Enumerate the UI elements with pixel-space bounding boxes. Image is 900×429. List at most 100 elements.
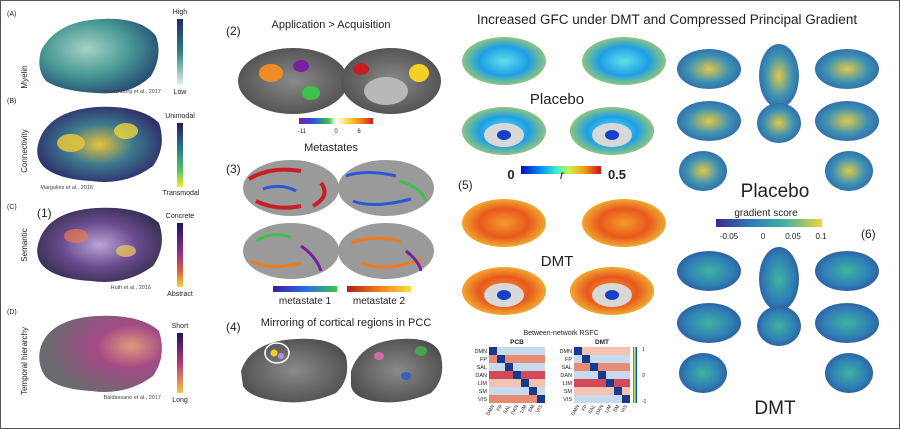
matrix-row-label: DMN bbox=[474, 349, 487, 355]
matrix-cell bbox=[590, 379, 598, 387]
p2-hotspot bbox=[259, 64, 283, 82]
matrix-col-label: DAN bbox=[595, 404, 606, 416]
matrix-cell bbox=[622, 379, 630, 387]
p2-tick: -11 bbox=[298, 129, 307, 135]
matrix-col-label: VIS bbox=[535, 403, 545, 414]
panel-letter-d: (D) bbox=[7, 309, 17, 316]
matrix-col-label: DMN bbox=[570, 404, 581, 417]
p6-placebo-brain bbox=[677, 49, 741, 89]
p5-medial-core bbox=[497, 290, 511, 300]
p6-dmt-brain bbox=[757, 306, 801, 346]
rsfc-tick: 0 bbox=[642, 373, 645, 379]
matrix-col-label: SM bbox=[527, 404, 536, 413]
matrix-cell bbox=[606, 347, 614, 355]
matrix-cell bbox=[574, 387, 582, 395]
matrix-cell bbox=[582, 395, 590, 403]
matrix-cell bbox=[606, 355, 614, 363]
r-symbol: r bbox=[560, 168, 565, 182]
matrix-cell bbox=[489, 363, 497, 371]
gradient-colorbar bbox=[716, 219, 822, 227]
p4-brain-medial bbox=[351, 338, 443, 403]
matrix-col-label: SAL bbox=[502, 404, 512, 415]
matrix-cell bbox=[529, 355, 537, 363]
matrix-cell bbox=[521, 395, 529, 403]
panel-letter-c: (C) bbox=[7, 204, 17, 211]
p3-brain bbox=[338, 223, 434, 279]
matrix-cell bbox=[614, 395, 622, 403]
panel-number-6: (6) bbox=[861, 227, 876, 241]
connectivity-colorbar bbox=[177, 123, 183, 187]
matrix-cell bbox=[497, 379, 505, 387]
matrix-cell bbox=[513, 395, 521, 403]
p3-pattern-green bbox=[255, 179, 428, 243]
matrix-cell bbox=[513, 387, 521, 395]
matrix-row-label: SAL bbox=[477, 365, 487, 371]
myelin-low-label: Low bbox=[174, 89, 188, 96]
p6-placebo-brain bbox=[679, 151, 727, 191]
matrix-cell bbox=[622, 395, 630, 403]
matrix-cell bbox=[489, 347, 497, 355]
short-label: Short bbox=[172, 323, 189, 330]
matrix-cell bbox=[582, 387, 590, 395]
p6-dmt-brain bbox=[815, 303, 879, 343]
matrix-cell bbox=[521, 355, 529, 363]
panel-letter-b: (B) bbox=[7, 98, 16, 105]
matrix-cell bbox=[622, 387, 630, 395]
mirror-spot bbox=[374, 352, 384, 360]
sem-hotspot bbox=[64, 229, 88, 243]
gradient-tick: 0.05 bbox=[785, 232, 801, 241]
matrix-col-label: DAN bbox=[510, 404, 521, 416]
mirror-spot bbox=[401, 372, 411, 380]
connectivity-brain bbox=[37, 106, 162, 182]
p6-placebo-brain bbox=[759, 44, 799, 108]
matrix-row-label: FP bbox=[565, 357, 572, 363]
p2-hotspot bbox=[353, 63, 369, 75]
matrix-cell bbox=[489, 395, 497, 403]
matrix-row-label: SM bbox=[564, 389, 573, 395]
matrix-cell bbox=[598, 371, 606, 379]
matrix-cell bbox=[590, 387, 598, 395]
application-acquisition-title: Application > Acquisition bbox=[272, 19, 391, 31]
matrix-cell bbox=[574, 371, 582, 379]
semantic-citation: Huth et al., 2016 bbox=[111, 285, 151, 291]
matrix-row-label: VIS bbox=[478, 397, 487, 403]
matrix-cell bbox=[521, 387, 529, 395]
gradient-tick: -0.05 bbox=[720, 232, 739, 241]
matrix-cell bbox=[598, 355, 606, 363]
semantic-label: Semantic bbox=[20, 228, 29, 261]
rsfc-matrices bbox=[489, 347, 630, 403]
matrix-cell bbox=[505, 395, 513, 403]
matrix-cell bbox=[606, 387, 614, 395]
metastate2-colorbar bbox=[347, 286, 411, 292]
metastate1-colorbar bbox=[273, 286, 337, 292]
left-column: (A) Myelin High Low Huntenburg et al., 2… bbox=[7, 9, 200, 404]
p5-placebo-brain bbox=[582, 37, 666, 85]
matrix-cell bbox=[497, 355, 505, 363]
p6-dmt-brain bbox=[677, 303, 741, 343]
matrix-cell bbox=[590, 395, 598, 403]
p2-hotspot bbox=[409, 64, 429, 82]
matrix-cell bbox=[598, 363, 606, 371]
matrix-cell bbox=[513, 347, 521, 355]
matrix-cell bbox=[537, 347, 545, 355]
connectivity-label: Connectivity bbox=[20, 129, 29, 173]
p6-placebo-label: Placebo bbox=[741, 181, 810, 202]
abstract-label: Abstract bbox=[167, 291, 193, 298]
matrix-cell bbox=[582, 379, 590, 387]
matrix-cell bbox=[529, 379, 537, 387]
matrix-cell bbox=[622, 363, 630, 371]
matrix-cell bbox=[606, 363, 614, 371]
matrix-cell bbox=[513, 371, 521, 379]
unimodal-label: Unimodal bbox=[165, 113, 195, 120]
temporal-citation: Baldassano et al., 2017 bbox=[104, 395, 162, 401]
matrix-cell bbox=[622, 371, 630, 379]
matrix-cell bbox=[521, 371, 529, 379]
p3-pattern-red bbox=[247, 167, 327, 210]
matrix-cell bbox=[505, 379, 513, 387]
matrix-cell bbox=[614, 347, 622, 355]
pcc-spot bbox=[270, 349, 278, 357]
gfc-title: Increased GFC under DMT and Compressed P… bbox=[477, 12, 857, 27]
p6-placebo-brain bbox=[815, 49, 879, 89]
